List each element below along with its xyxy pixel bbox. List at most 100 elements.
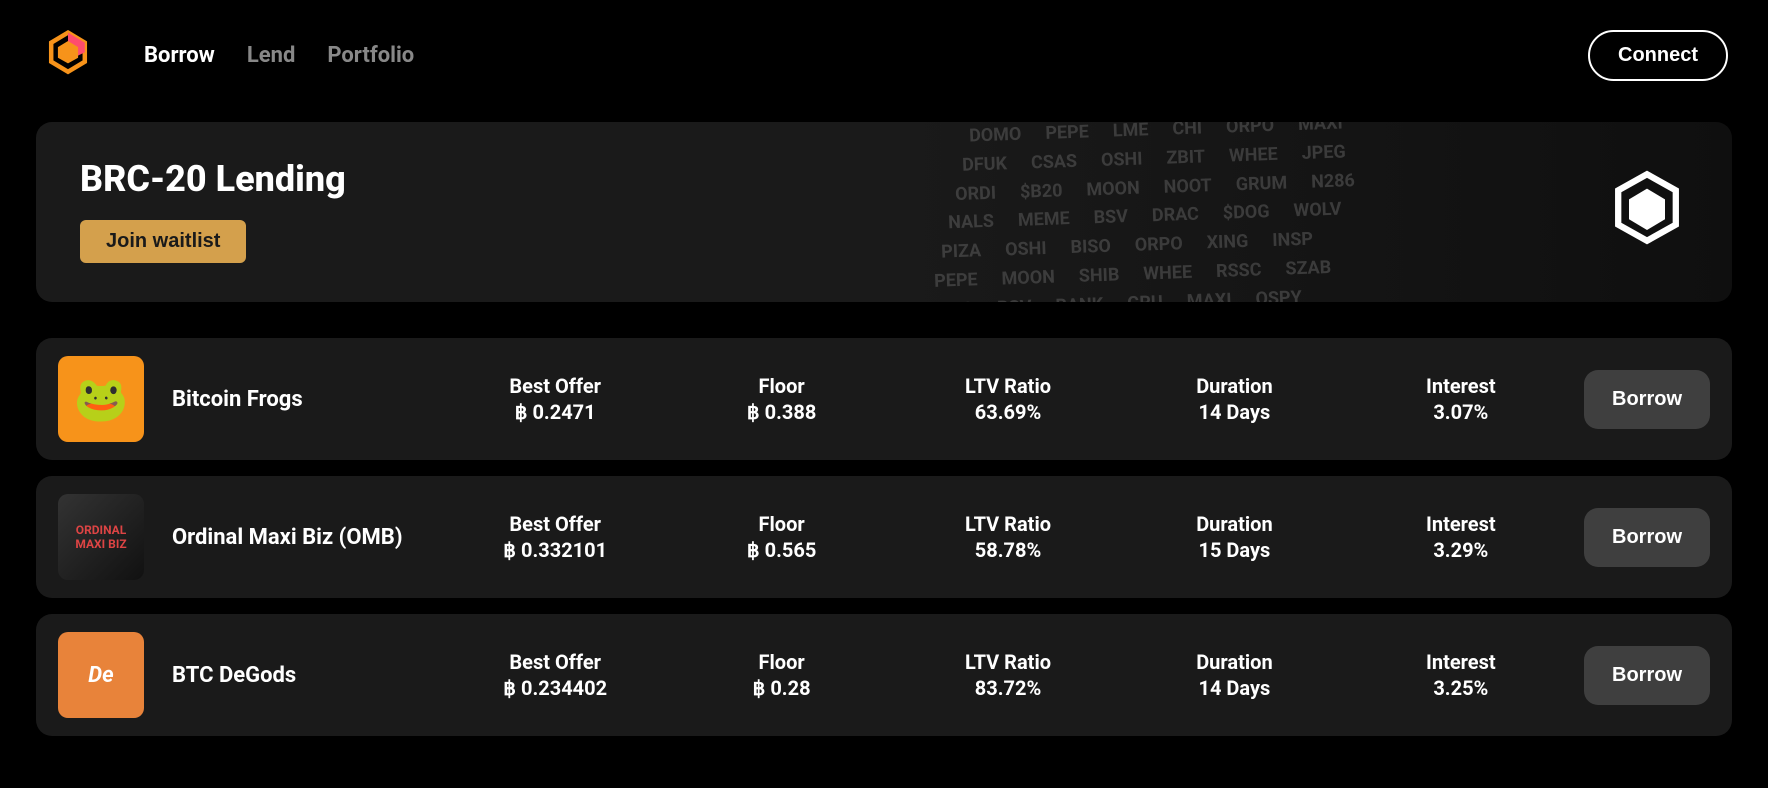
- ticker-symbol: DOMO: [969, 122, 1022, 151]
- stat-ltv: LTV Ratio63.69%: [905, 374, 1111, 424]
- stat-interest: Interest3.25%: [1358, 650, 1564, 700]
- stat-duration: Duration14 Days: [1131, 374, 1337, 424]
- stat-label: Interest: [1358, 650, 1564, 674]
- ticker-symbol: DFUK: [962, 150, 1008, 180]
- ticker-symbol: CHI: [1172, 122, 1203, 144]
- stat-label: LTV Ratio: [905, 512, 1111, 536]
- ticker-symbol: MAXI: [1298, 122, 1344, 140]
- stat-value: ฿ 0.234402: [452, 676, 658, 700]
- stat-label: Duration: [1131, 512, 1337, 536]
- ticker-symbol: PEPE: [1045, 122, 1089, 149]
- stat-value: ฿ 0.28: [678, 676, 884, 700]
- stat-label: Floor: [678, 374, 884, 398]
- ticker-symbol: ZBIT: [1166, 143, 1206, 173]
- stat-label: LTV Ratio: [905, 374, 1111, 398]
- ticker-symbol: JPEG: [1301, 138, 1346, 168]
- ticker-symbol: WHEE: [1228, 141, 1278, 171]
- stat-value: 3.29%: [1358, 538, 1564, 562]
- borrow-button[interactable]: Borrow: [1584, 370, 1710, 429]
- ticker-symbol: SHIB: [1078, 261, 1120, 291]
- ticker-symbol: NOOT: [1163, 172, 1212, 202]
- collection-name: BTC DeGods: [172, 663, 452, 688]
- stat-value: ฿ 0.388: [678, 400, 884, 424]
- ticker-symbol: ORDI: [955, 179, 997, 209]
- collection-row: 🐸Bitcoin FrogsBest Offer฿ 0.2471Floor฿ 0…: [36, 338, 1732, 460]
- collection-row: DeBTC DeGodsBest Offer฿ 0.234402Floor฿ 0…: [36, 614, 1732, 736]
- collection-stats: Best Offer฿ 0.332101 Floor฿ 0.565 LTV Rati…: [452, 512, 1564, 562]
- ticker-symbol: DRAC: [1151, 201, 1199, 231]
- stat-value: 3.07%: [1358, 400, 1564, 424]
- borrow-button[interactable]: Borrow: [1584, 646, 1710, 705]
- main-nav: Borrow Lend Portfolio: [144, 43, 414, 68]
- banner-logo-icon: [1602, 167, 1692, 257]
- stat-floor: Floor฿ 0.565: [678, 512, 884, 562]
- borrow-button[interactable]: Borrow: [1584, 508, 1710, 567]
- stat-value: 63.69%: [905, 400, 1111, 424]
- stat-best_offer: Best Offer฿ 0.332101: [452, 512, 658, 562]
- stat-value: 58.78%: [905, 538, 1111, 562]
- ticker-symbol: RSSC: [1216, 256, 1262, 286]
- stat-label: Duration: [1131, 374, 1337, 398]
- stat-label: Duration: [1131, 650, 1337, 674]
- ticker-symbol: BANK: [1055, 291, 1104, 302]
- stat-floor: Floor฿ 0.28: [678, 650, 884, 700]
- ticker-symbol: MEME: [1017, 205, 1070, 236]
- stat-label: Best Offer: [452, 374, 658, 398]
- collection-avatar: ORDINAL MAXI BIZ: [58, 494, 144, 580]
- ticker-symbol: N286: [1311, 167, 1356, 197]
- collection-stats: Best Offer฿ 0.234402 Floor฿ 0.28 LTV Ratio…: [452, 650, 1564, 700]
- collection-row: ORDINAL MAXI BIZ Ordinal Maxi Biz (OMB)Be…: [36, 476, 1732, 598]
- ticker-symbol: NALS: [948, 208, 995, 238]
- stat-label: Floor: [678, 512, 884, 536]
- ticker-symbol: WOLV: [1293, 196, 1342, 226]
- ticker-symbol: PEPE: [934, 266, 978, 296]
- ticker-symbol: XING: [1206, 228, 1249, 258]
- nav-lend[interactable]: Lend: [247, 43, 296, 68]
- logo-icon[interactable]: [40, 27, 96, 83]
- collection-name: Bitcoin Frogs: [172, 387, 452, 412]
- header: Borrow Lend Portfolio Connect: [0, 0, 1768, 110]
- stat-best_offer: Best Offer฿ 0.234402: [452, 650, 658, 700]
- nav-borrow[interactable]: Borrow: [144, 43, 215, 68]
- header-left: Borrow Lend Portfolio: [40, 27, 414, 83]
- stat-label: Interest: [1358, 374, 1564, 398]
- ticker-symbol: ORPO: [1134, 230, 1183, 260]
- stat-value: 3.25%: [1358, 676, 1564, 700]
- collection-stats: Best Offer฿ 0.2471 Floor฿ 0.388 LTV Ratio6…: [452, 374, 1564, 424]
- ticker-symbol: OSHI: [1101, 145, 1143, 175]
- ticker-symbol: $DOG: [1222, 198, 1270, 228]
- stat-ltv: LTV Ratio83.72%: [905, 650, 1111, 700]
- ticker-symbol: OSPY: [1255, 284, 1302, 302]
- ticker-symbol: WHEE: [1143, 259, 1193, 289]
- stat-value: ฿ 0.2471: [452, 400, 658, 424]
- ticker-symbol: GRU: [1127, 289, 1164, 302]
- stat-value: 14 Days: [1131, 400, 1337, 424]
- stat-label: Floor: [678, 650, 884, 674]
- stat-value: 83.72%: [905, 676, 1111, 700]
- collection-avatar: De: [58, 632, 144, 718]
- stat-value: ฿ 0.332101: [452, 538, 658, 562]
- collection-name: Ordinal Maxi Biz (OMB): [172, 525, 452, 550]
- nav-portfolio[interactable]: Portfolio: [327, 43, 414, 68]
- stat-label: Interest: [1358, 512, 1564, 536]
- ticker-symbol: CSAS: [927, 295, 974, 302]
- ticker-cloud: DOMOPEPELMECHIORPOMAXIDFUKCSASOSHIZBITWH…: [969, 122, 1576, 302]
- connect-button[interactable]: Connect: [1588, 30, 1728, 81]
- stat-value: 14 Days: [1131, 676, 1337, 700]
- ticker-symbol: SZAB: [1285, 254, 1332, 284]
- ticker-symbol: MOON: [1001, 264, 1055, 295]
- banner-content: BRC-20 Lending Join waitlist: [80, 158, 346, 263]
- ticker-symbol: GRUM: [1235, 169, 1287, 200]
- ticker-symbol: PIZA: [941, 237, 982, 267]
- stat-best_offer: Best Offer฿ 0.2471: [452, 374, 658, 424]
- ticker-symbol: INSP: [1272, 226, 1314, 256]
- ticker-symbol: BSV: [1093, 203, 1128, 233]
- stat-value: ฿ 0.565: [678, 538, 884, 562]
- ticker-symbol: MAXI: [1186, 286, 1232, 302]
- ticker-symbol: LME: [1112, 122, 1149, 146]
- ticker-symbol: BISO: [1070, 233, 1111, 263]
- stat-duration: Duration15 Days: [1131, 512, 1337, 562]
- banner-title: BRC-20 Lending: [80, 158, 346, 200]
- ticker-symbol: OSHI: [1005, 235, 1047, 265]
- join-waitlist-button[interactable]: Join waitlist: [80, 220, 246, 263]
